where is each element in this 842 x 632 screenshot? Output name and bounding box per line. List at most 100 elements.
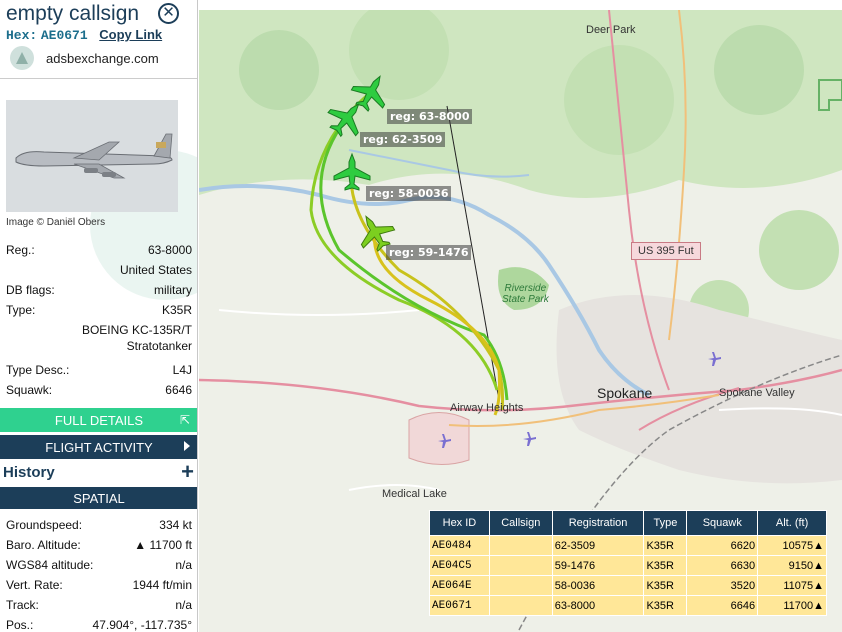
col-altitude[interactable]: Alt. (ft) — [757, 510, 827, 536]
reg-label-63-8000: reg: 63-8000 — [387, 109, 473, 124]
highway-shield-us395: US 395 Fut — [631, 242, 701, 260]
history-title: History — [3, 464, 55, 481]
aircraft-info-sidebar: empty callsign ✕ Hex: AE0671 Copy Link a… — [0, 0, 198, 632]
baro-altitude-value: ▲ 11700 ft — [134, 538, 192, 552]
wgs84-altitude-label: WGS84 altitude: — [6, 558, 94, 572]
reg-label: Reg.: — [6, 243, 35, 257]
cell-hex: AE04C5 — [429, 555, 490, 576]
place-deer-park: Deer Park — [586, 24, 636, 36]
track-label: Track: — [6, 598, 39, 612]
col-callsign[interactable]: Callsign — [488, 510, 553, 536]
cell-squawk: 3520 — [686, 575, 759, 596]
table-row[interactable]: AE0671 63-8000 K35R 6646 11700▲ — [429, 595, 827, 616]
divider — [0, 78, 197, 79]
type-desc-label: Type Desc.: — [6, 363, 70, 377]
park-label-line-1: Riverside — [504, 283, 547, 294]
country-value: United States — [119, 263, 192, 277]
table-row[interactable]: AE064E 58-0036 K35R 3520 11075▲ — [429, 575, 827, 596]
cell-altitude: 10575▲ — [757, 535, 827, 556]
track-value: n/a — [175, 598, 192, 612]
copy-link[interactable]: Copy Link — [99, 27, 163, 42]
cell-registration: 58-0036 — [551, 575, 645, 596]
flight-activity-button[interactable]: FLIGHT ACTIVITY — [0, 435, 197, 459]
aircraft-photo[interactable] — [6, 100, 178, 212]
dbflags-label: DB flags: — [6, 283, 55, 297]
aircraft-table: Hex ID Callsign Registration Type Squawk… — [429, 510, 827, 616]
cell-hex: AE064E — [429, 575, 490, 596]
table-row[interactable]: AE0484 62-3509 K35R 6620 10575▲ — [429, 535, 827, 556]
plane-icon-62-3509[interactable] — [322, 93, 373, 144]
hex-line: Hex: AE0671 Copy Link — [6, 27, 162, 43]
col-registration[interactable]: Registration — [551, 510, 645, 536]
table-header-row: Hex ID Callsign Registration Type Squawk… — [429, 510, 827, 536]
site-name: adsbexchange.com — [46, 50, 159, 66]
reg-label-62-3509: reg: 62-3509 — [360, 132, 446, 147]
groundspeed-label: Groundspeed: — [6, 518, 83, 532]
dbflags-value: military — [154, 283, 192, 297]
cell-type: K35R — [643, 595, 688, 616]
position-value: 47.904°, -117.735° — [92, 618, 192, 632]
cell-squawk: 6630 — [686, 555, 759, 576]
plus-icon: + — [181, 459, 194, 484]
plane-icon-59-1476[interactable] — [350, 207, 399, 256]
hex-value: AE0671 — [40, 28, 88, 43]
position-label: Pos.: — [6, 618, 34, 632]
col-hex-id[interactable]: Hex ID — [429, 510, 490, 536]
type-full-line-1: BOEING KC-135R/T — [81, 323, 192, 337]
cell-registration: 62-3509 — [551, 535, 645, 556]
cell-type: K35R — [643, 575, 688, 596]
cell-callsign — [488, 555, 553, 576]
site-link[interactable]: adsbexchange.com — [10, 46, 159, 70]
reg-value: 63-8000 — [147, 243, 192, 257]
type-desc-value: L4J — [172, 363, 192, 377]
table-row[interactable]: AE04C5 59-1476 K35R 6630 9150▲ — [429, 555, 827, 576]
vert-rate-label: Vert. Rate: — [6, 578, 63, 592]
hex-label: Hex: — [6, 28, 38, 43]
cell-altitude: 11700▲ — [757, 595, 827, 616]
spatial-section-header: SPATIAL — [0, 487, 197, 509]
cell-type: K35R — [643, 555, 688, 576]
wgs84-altitude-value: n/a — [175, 558, 192, 572]
external-link-icon: ⇱ — [179, 413, 190, 427]
cell-hex: AE0671 — [429, 595, 490, 616]
reg-label-59-1476: reg: 59-1476 — [386, 245, 472, 260]
place-airway-heights: Airway Heights — [450, 402, 524, 414]
place-spokane-valley: Spokane Valley — [719, 387, 795, 399]
full-details-label: FULL DETAILS — [54, 412, 144, 428]
col-squawk[interactable]: Squawk — [686, 510, 759, 536]
cell-altitude: 9150▲ — [757, 555, 827, 576]
type-full-line-2: Stratotanker — [126, 339, 192, 353]
plane-icon-58-0036[interactable] — [333, 152, 371, 191]
chevron-right-icon — [184, 441, 190, 451]
cell-callsign — [488, 575, 553, 596]
cell-registration: 59-1476 — [551, 555, 645, 576]
cell-registration: 63-8000 — [551, 595, 645, 616]
cell-callsign — [488, 535, 553, 556]
park-riverside-state-park: Riverside State Park — [502, 283, 549, 305]
type-label: Type: — [6, 303, 36, 317]
cell-squawk: 6646 — [686, 595, 759, 616]
history-toggle[interactable]: History + — [0, 459, 197, 486]
callsign-title: empty callsign — [6, 2, 140, 25]
reg-label-58-0036: reg: 58-0036 — [366, 186, 452, 201]
baro-altitude-label: Baro. Altitude: — [6, 538, 81, 552]
vert-rate-value: 1944 ft/min — [132, 578, 192, 592]
cell-type: K35R — [643, 535, 688, 556]
cell-altitude: 11075▲ — [757, 575, 827, 596]
cell-squawk: 6620 — [686, 535, 759, 556]
spatial-label: SPATIAL — [73, 490, 125, 506]
plane-icon-63-8000[interactable] — [346, 67, 395, 116]
photo-credit: Image © Daniël Obers — [6, 217, 106, 228]
squawk-value: 6646 — [165, 383, 192, 397]
full-details-button[interactable]: FULL DETAILS ⇱ — [0, 408, 197, 432]
cell-hex: AE0484 — [429, 535, 490, 556]
flight-activity-label: FLIGHT ACTIVITY — [45, 439, 153, 455]
park-label-line-2: State Park — [502, 294, 549, 305]
squawk-label: Squawk: — [6, 383, 53, 397]
close-icon[interactable]: ✕ — [158, 3, 179, 24]
groundspeed-value: 334 kt — [159, 518, 192, 532]
type-value: K35R — [161, 303, 192, 317]
adsbexchange-logo-icon — [10, 46, 34, 70]
cell-callsign — [488, 595, 553, 616]
col-type[interactable]: Type — [643, 510, 688, 536]
